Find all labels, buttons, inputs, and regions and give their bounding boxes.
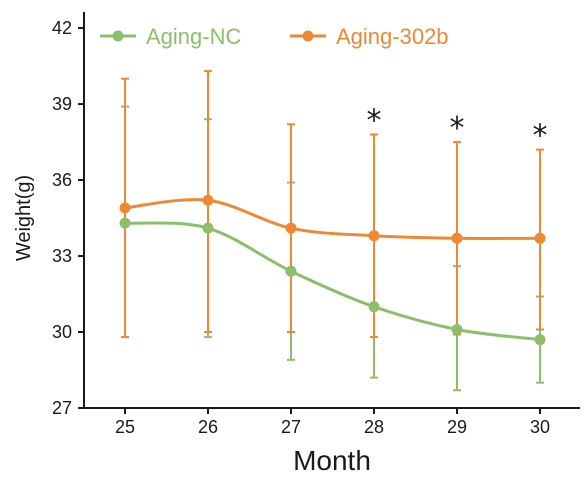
aging-302b-point <box>285 222 297 234</box>
legend: Aging-NC Aging-302b <box>100 24 449 49</box>
y-tick-label: 33 <box>52 246 72 266</box>
aging-302b-point <box>534 232 546 244</box>
aging-nc-point <box>451 323 463 335</box>
legend-marker <box>302 30 314 42</box>
significance-star: * <box>533 119 548 154</box>
series-lines <box>124 198 541 342</box>
x-tick-label: 29 <box>447 417 467 437</box>
legend-label: Aging-NC <box>146 24 241 49</box>
aging-nc-point <box>534 334 546 346</box>
axes <box>83 12 580 409</box>
significance-star: * <box>367 103 382 138</box>
aging-302b-point <box>451 232 463 244</box>
x-axis-title: Month <box>293 445 371 476</box>
aging-302b-point <box>202 194 214 206</box>
y-axis-title: Weight(g) <box>13 175 35 261</box>
legend-label: Aging-302b <box>336 24 449 49</box>
x-tick-label: 25 <box>115 417 135 437</box>
significance-star: * <box>450 111 465 146</box>
aging-nc-point <box>202 222 214 234</box>
x-tick-label: 26 <box>198 417 218 437</box>
legend-item-aging-nc: Aging-NC <box>100 24 241 49</box>
y-tick-label: 36 <box>52 170 72 190</box>
data-points <box>119 194 546 346</box>
x-ticks: 25 26 27 28 29 30 <box>115 408 550 437</box>
x-tick-label: 27 <box>281 417 301 437</box>
x-tick-label: 30 <box>530 417 550 437</box>
significance-annotations: * * * <box>367 103 548 153</box>
aging-nc-point <box>119 217 131 229</box>
y-tick-label: 42 <box>52 18 72 38</box>
aging-nc-line <box>124 221 541 342</box>
aging-nc-point <box>285 265 297 277</box>
aging-302b-point <box>368 230 380 242</box>
error-bars <box>121 70 544 392</box>
legend-item-aging-302b: Aging-302b <box>290 24 449 49</box>
y-tick-label: 27 <box>52 398 72 418</box>
y-tick-label: 30 <box>52 322 72 342</box>
y-tick-label: 39 <box>52 94 72 114</box>
x-tick-label: 28 <box>364 417 384 437</box>
aging-nc-point <box>368 301 380 313</box>
y-ticks: 27 30 33 36 39 42 <box>52 18 84 418</box>
legend-marker <box>112 30 124 42</box>
aging-302b-point <box>119 202 131 214</box>
aging-302b-line <box>124 198 541 240</box>
